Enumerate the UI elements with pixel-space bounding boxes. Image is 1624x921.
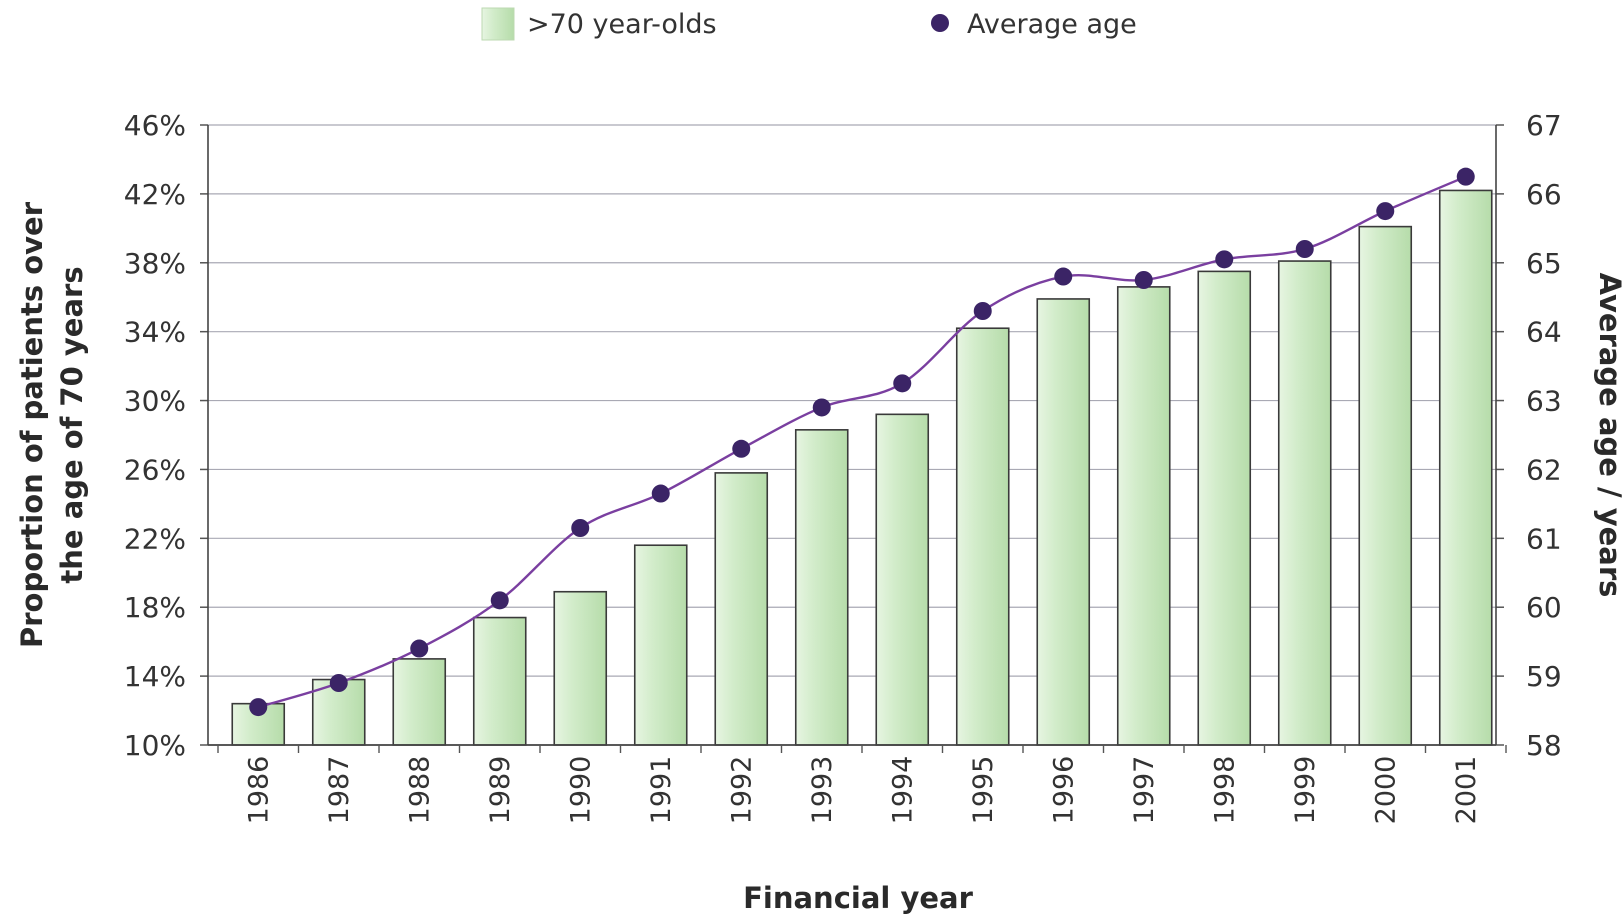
- average-age-point-1993: [812, 398, 831, 417]
- x-tick-label: 1997: [1129, 756, 1160, 825]
- bar-2001: [1438, 189, 1493, 746]
- average-age-point-1998: [1215, 250, 1234, 269]
- y2-tick-label: 61: [1526, 522, 1562, 555]
- x-tick-label: 1995: [968, 756, 999, 825]
- x-tick-label: 1991: [646, 756, 677, 825]
- legend-bar-swatch: [481, 7, 515, 41]
- line-series: [249, 167, 1475, 717]
- x-tick-label: 1988: [404, 756, 435, 825]
- y2-tick-label: 58: [1526, 729, 1562, 762]
- average-age-point-1987: [329, 674, 348, 692]
- average-age-point-1995: [973, 302, 992, 320]
- y2-tick-label: 63: [1526, 385, 1562, 418]
- y2-tick-label: 65: [1526, 247, 1562, 280]
- bar-1989: [472, 616, 527, 746]
- y-tick-label: 26%: [124, 453, 186, 486]
- y2-tick-label: 64: [1526, 316, 1562, 349]
- y2-tick-label: 62: [1526, 453, 1562, 486]
- average-age-point-1986: [249, 698, 268, 717]
- average-age-point-1989: [490, 591, 509, 610]
- x-tick-label: 1999: [1290, 756, 1321, 825]
- y-tick-label: 18%: [124, 591, 186, 624]
- y-tick-label: 42%: [124, 178, 186, 211]
- average-age-line: [257, 175, 1467, 709]
- y-tick-label: 14%: [124, 660, 186, 693]
- bar-2000: [1358, 225, 1413, 746]
- y-tick-label: 30%: [124, 385, 186, 418]
- bar-1996: [1036, 298, 1091, 746]
- bar-1993: [794, 429, 849, 746]
- bar-1992: [714, 472, 769, 746]
- average-age-point-1992: [732, 439, 751, 458]
- legend-bar-label: >70 year-olds: [527, 9, 717, 40]
- average-age-point-2000: [1376, 202, 1395, 221]
- bar-1999: [1277, 260, 1332, 746]
- x-tick-label: 1994: [887, 756, 918, 825]
- y2-tick-label: 66: [1526, 178, 1562, 211]
- bar-1990: [553, 590, 608, 746]
- x-tick-label: 1992: [726, 756, 757, 825]
- y2-tick-label: 60: [1526, 591, 1562, 624]
- legend-line-label: Average age: [967, 9, 1137, 40]
- y2-axis-title: Average age / years: [1593, 273, 1624, 598]
- y-tick-label: 22%: [124, 522, 186, 555]
- x-tick-label: 1987: [324, 756, 355, 825]
- bar-1995: [955, 327, 1010, 746]
- bar-1988: [392, 658, 447, 746]
- x-tick-label: 1998: [1209, 756, 1240, 825]
- x-axis-title: Financial year: [743, 881, 973, 915]
- average-age-point-1999: [1295, 240, 1314, 258]
- average-age-point-1990: [571, 519, 590, 537]
- bar-1998: [1197, 270, 1252, 746]
- y-tick-label: 10%: [124, 729, 186, 762]
- y-tick-label: 34%: [124, 316, 186, 349]
- average-age-point-1996: [1054, 267, 1073, 286]
- average-age-point-1991: [651, 484, 670, 503]
- tick-labels: 10% 14% 18% 22% 26% 30% 34% 38% 42% 46% 58 59 60 61 62…: [124, 109, 1562, 824]
- y-tick-label: 38%: [124, 247, 186, 280]
- legend-line-marker: [931, 14, 949, 32]
- y-axis-title-line-2: the age of 70 years: [55, 266, 89, 583]
- x-tick-label: 1996: [1048, 756, 1079, 825]
- bar-1994: [875, 413, 930, 746]
- axes: [200, 124, 1507, 753]
- y2-axis-title-text: Average age / years: [1593, 273, 1624, 598]
- average-age-point-1988: [410, 639, 429, 658]
- x-tick-label: 2001: [1451, 756, 1482, 825]
- average-age-point-1994: [893, 374, 912, 393]
- x-tick-label: 1990: [565, 756, 596, 825]
- y-axis-title: Proportion of patients over the age of 7…: [15, 201, 89, 648]
- bar-1991: [633, 544, 688, 746]
- y2-tick-label: 67: [1526, 109, 1562, 142]
- y-tick-label: 46%: [124, 109, 186, 142]
- y-axis-title-line-1: Proportion of patients over: [15, 201, 49, 648]
- bar-series: [231, 189, 1493, 746]
- legend: >70 year-olds Average age: [481, 7, 1137, 41]
- x-tick-label: 1986: [243, 756, 274, 825]
- x-tick-label: 1989: [485, 756, 516, 825]
- y2-tick-label: 59: [1526, 660, 1562, 693]
- average-age-point-2001: [1456, 167, 1475, 186]
- x-tick-label: 1993: [807, 756, 838, 825]
- average-age-point-1997: [1134, 271, 1153, 289]
- x-tick-label: 2000: [1370, 756, 1401, 825]
- bar-1997: [1116, 286, 1171, 746]
